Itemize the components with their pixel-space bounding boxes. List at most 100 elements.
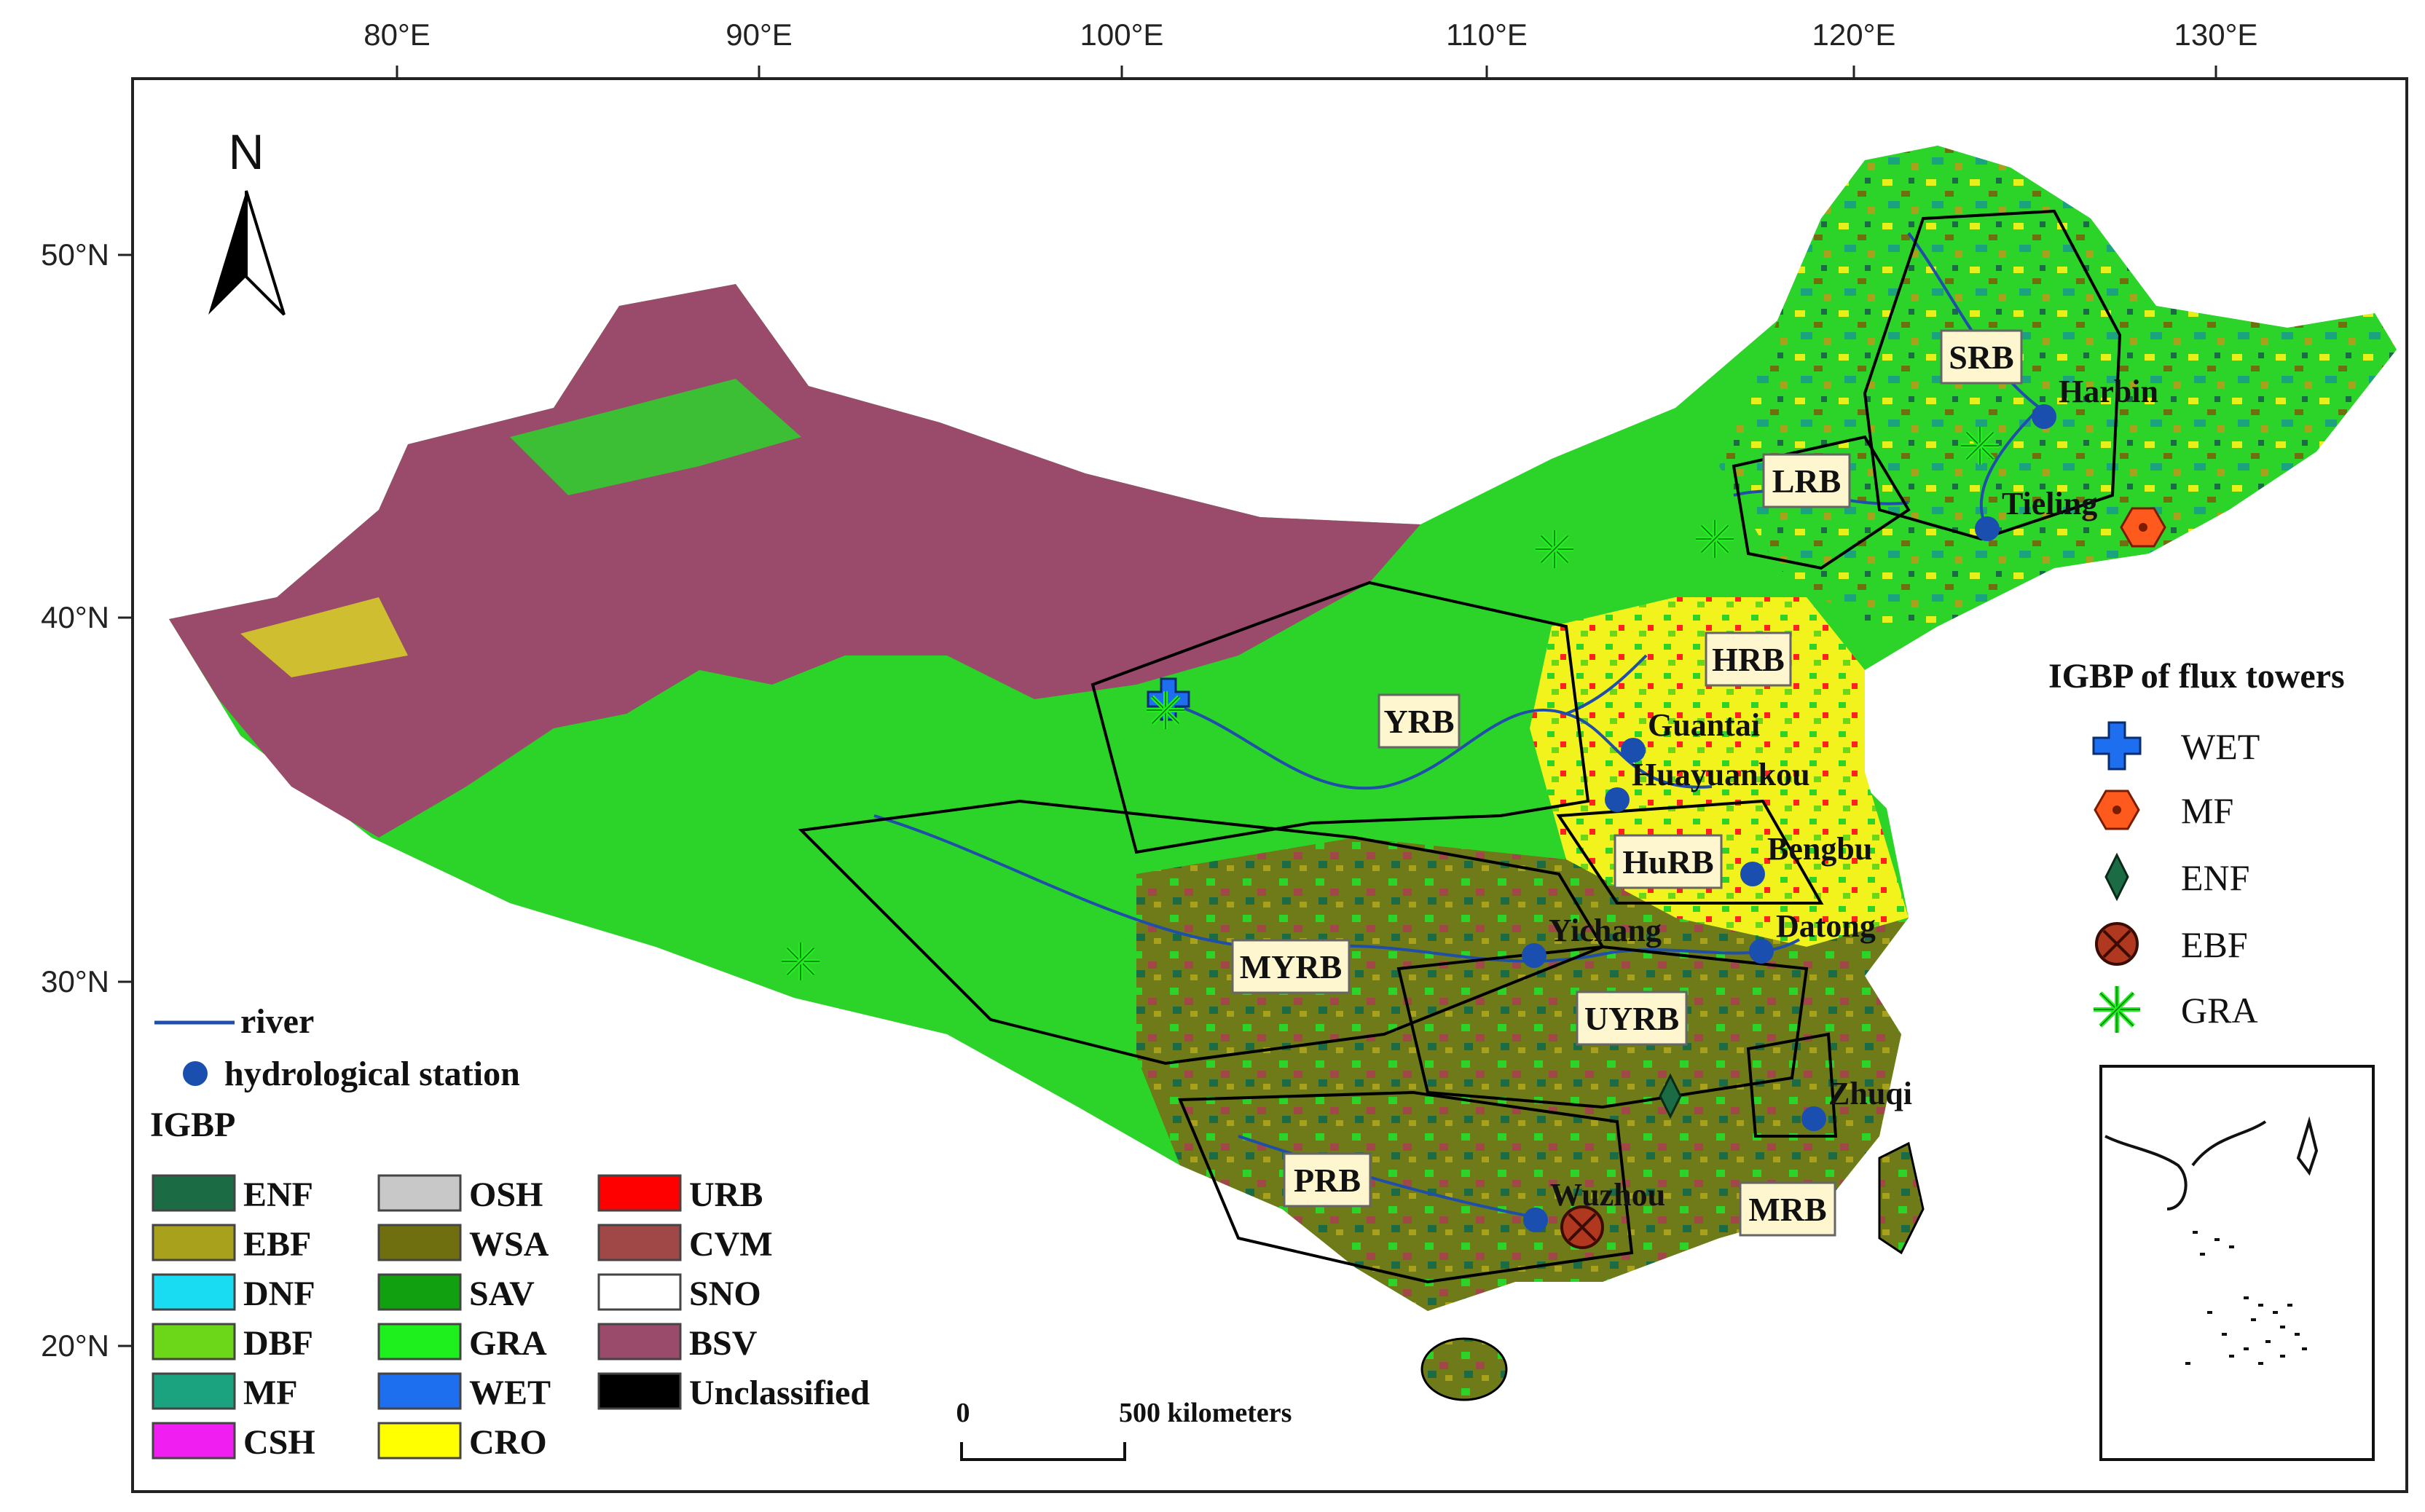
legend-label: SAV bbox=[469, 1275, 535, 1313]
inset-island bbox=[2222, 1333, 2227, 1336]
basin-boundary bbox=[1178, 1090, 1634, 1284]
x-tick-label: 90°E bbox=[726, 17, 793, 52]
inset-island bbox=[2229, 1355, 2234, 1358]
latitude-ticks: 50°N 40°N 30°N 20°N bbox=[41, 237, 133, 1363]
svg-text:Guantai: Guantai bbox=[1648, 707, 1760, 743]
barren-region bbox=[169, 284, 1420, 838]
inset-island bbox=[2273, 1311, 2278, 1314]
station-datong: Datong bbox=[1749, 908, 1876, 964]
tower-legend: IGBP of flux towers WET MF ENF EBF GRA bbox=[2048, 657, 2345, 1033]
hainan-island bbox=[1420, 1337, 1508, 1401]
igbp-legend-item-wet: WET bbox=[377, 1372, 551, 1412]
tower-legend-title: IGBP of flux towers bbox=[2048, 657, 2345, 696]
tower-legend-label: WET bbox=[2181, 726, 2260, 767]
legend-swatch bbox=[377, 1372, 462, 1410]
igbp-legend-item-sno: SNO bbox=[597, 1273, 761, 1313]
legend-label: EBF bbox=[243, 1225, 311, 1264]
tower-legend-label: ENF bbox=[2181, 857, 2249, 898]
crop-patch bbox=[240, 597, 408, 677]
svg-text:SRB: SRB bbox=[1949, 339, 2013, 376]
legend-label: DNF bbox=[243, 1275, 315, 1313]
river bbox=[1238, 1135, 1530, 1218]
igbp-legend-item-bsv: BSV bbox=[597, 1323, 758, 1363]
basin-label-myrb: MYRB bbox=[1231, 939, 1351, 994]
gra-tower-icon bbox=[1696, 520, 1734, 558]
basin-boundary bbox=[1863, 209, 2122, 541]
legend-swatch bbox=[152, 1323, 236, 1361]
gra-tower-icon bbox=[1961, 427, 1999, 465]
inset-island bbox=[2287, 1304, 2292, 1307]
flux-tower-markers bbox=[782, 427, 2166, 1249]
legend-label: MF bbox=[243, 1374, 298, 1412]
gra-tower-icon bbox=[1147, 691, 1184, 729]
basin-label-uyrb: UYRB bbox=[1576, 991, 1688, 1046]
legend-label: OSH bbox=[469, 1176, 543, 1214]
basin-label-lrb: LRB bbox=[1762, 453, 1851, 508]
svg-text:Tieling: Tieling bbox=[2002, 486, 2097, 521]
scale-bar: 0 500 kilometers bbox=[956, 1398, 1292, 1461]
svg-text:UYRB: UYRB bbox=[1584, 1000, 1679, 1037]
svg-text:YRB: YRB bbox=[1383, 703, 1454, 740]
gra-tower-icon bbox=[782, 942, 820, 980]
legend-swatch bbox=[152, 1422, 236, 1460]
basin-boundary bbox=[1732, 435, 1911, 570]
tower-legend-hexagon-icon bbox=[2094, 790, 2140, 830]
legend-swatch bbox=[597, 1273, 682, 1311]
inset-island bbox=[2302, 1347, 2307, 1350]
igbp-legend-item-gra: GRA bbox=[377, 1323, 547, 1363]
legend-swatch bbox=[152, 1174, 236, 1212]
river bbox=[1150, 698, 1713, 790]
inset-frame bbox=[2099, 1065, 2375, 1461]
svg-text:LRB: LRB bbox=[1772, 462, 1842, 500]
legend-swatch bbox=[152, 1224, 236, 1261]
x-tick-label: 110°E bbox=[1446, 17, 1528, 52]
station-huayuankou: Huayuankou bbox=[1605, 757, 1810, 812]
basin-label-hurb: HuRB bbox=[1614, 834, 1723, 889]
basin-boundary bbox=[1090, 580, 1590, 854]
north-arrow-left-icon bbox=[208, 191, 246, 315]
tower-legend-label: EBF bbox=[2181, 924, 2248, 965]
station-zhuqi: Zhuqi bbox=[1801, 1076, 1912, 1131]
inset-island bbox=[2214, 1238, 2220, 1241]
inset-island bbox=[2244, 1347, 2249, 1350]
basin-boundaries bbox=[798, 209, 2122, 1284]
inset-island bbox=[2251, 1318, 2256, 1321]
legend-label: CRO bbox=[469, 1423, 547, 1462]
basin-boundary bbox=[1746, 1032, 1838, 1138]
svg-text:HuRB: HuRB bbox=[1622, 843, 1713, 881]
grass-band bbox=[510, 379, 801, 495]
scale-start-label: 0 bbox=[956, 1398, 970, 1428]
legend-label: WSA bbox=[469, 1225, 549, 1264]
river bbox=[1907, 232, 2043, 533]
legend-swatch bbox=[597, 1224, 682, 1261]
basin-labels: SRB LRB HRB YRB HuRB MYRB UYRB PRB MRB bbox=[1231, 329, 2023, 1237]
taiwan-island bbox=[1878, 1141, 1925, 1255]
igbp-legend-item-csh: CSH bbox=[152, 1422, 315, 1462]
legend-swatch bbox=[597, 1372, 682, 1410]
inset-island bbox=[2229, 1245, 2234, 1248]
y-tick-label: 50°N bbox=[41, 237, 109, 272]
svg-text:Harbin: Harbin bbox=[2059, 374, 2158, 409]
basin-boundary bbox=[1396, 945, 1809, 1109]
station-wuzhou: Wuzhou bbox=[1523, 1177, 1665, 1232]
x-tick-label: 80°E bbox=[363, 17, 431, 52]
river bbox=[873, 814, 1800, 963]
inset-coastline bbox=[2104, 1116, 2319, 1210]
tower-legend-asterisk-icon bbox=[2094, 986, 2140, 1033]
x-tick-label: 130°E bbox=[2174, 17, 2258, 52]
igbp-legend-item-mf: MF bbox=[152, 1372, 298, 1412]
legend-swatch bbox=[597, 1323, 682, 1361]
basin-boundary bbox=[1556, 799, 1824, 905]
basin-label-prb: PRB bbox=[1283, 1152, 1372, 1208]
igbp-legend-item-wsa: WSA bbox=[377, 1224, 549, 1264]
inset-island bbox=[2295, 1333, 2300, 1336]
inset-island bbox=[2193, 1231, 2198, 1234]
gra-tower-icon bbox=[1536, 530, 1573, 568]
legend-label: WET bbox=[469, 1374, 551, 1412]
ebf-tower-icon bbox=[1560, 1205, 1604, 1249]
legend-swatch bbox=[377, 1273, 462, 1311]
station-legend-dot bbox=[183, 1061, 208, 1086]
legend-swatch bbox=[377, 1224, 462, 1261]
river-legend-label: river bbox=[240, 1002, 314, 1041]
basin-label-yrb: YRB bbox=[1377, 693, 1461, 749]
